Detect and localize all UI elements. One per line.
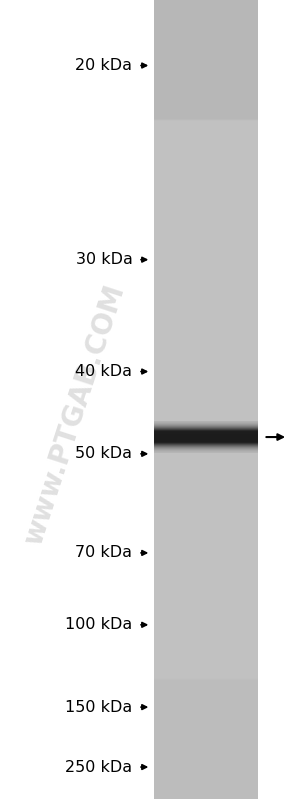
Text: 20 kDa: 20 kDa xyxy=(75,58,132,73)
Text: 40 kDa: 40 kDa xyxy=(75,364,132,379)
Text: www.PTGAB.COM: www.PTGAB.COM xyxy=(20,281,130,550)
Text: 30 kDa: 30 kDa xyxy=(76,252,132,267)
Text: 100 kDa: 100 kDa xyxy=(65,618,132,632)
Text: 250 kDa: 250 kDa xyxy=(65,760,132,774)
Text: 150 kDa: 150 kDa xyxy=(65,700,132,714)
Text: 50 kDa: 50 kDa xyxy=(75,447,132,461)
Text: 70 kDa: 70 kDa xyxy=(75,546,132,560)
